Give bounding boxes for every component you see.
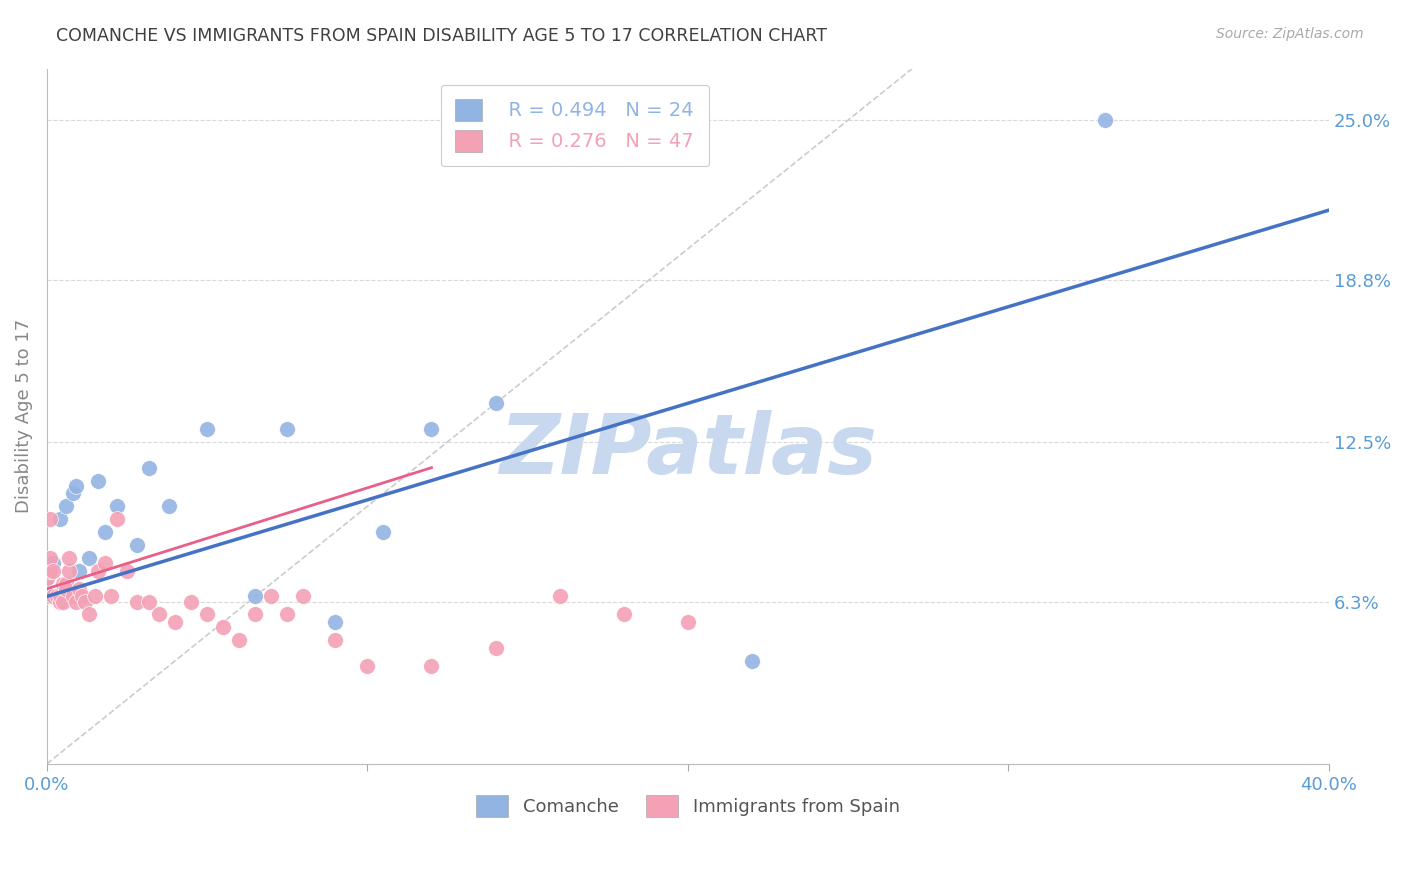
Point xyxy=(42,564,65,578)
Point xyxy=(105,512,128,526)
Point xyxy=(138,594,160,608)
Point xyxy=(115,564,138,578)
Point xyxy=(52,576,75,591)
Point xyxy=(195,422,218,436)
Point xyxy=(58,550,80,565)
Point xyxy=(35,571,58,585)
Point xyxy=(52,594,75,608)
Point xyxy=(105,500,128,514)
Point xyxy=(48,594,70,608)
Text: Source: ZipAtlas.com: Source: ZipAtlas.com xyxy=(1216,27,1364,41)
Point xyxy=(39,512,62,526)
Point xyxy=(420,422,443,436)
Point xyxy=(65,479,87,493)
Point xyxy=(245,590,267,604)
Point xyxy=(325,615,347,630)
Point xyxy=(148,607,170,622)
Point xyxy=(125,594,148,608)
Point xyxy=(165,615,187,630)
Point xyxy=(356,659,378,673)
Point xyxy=(195,607,218,622)
Point xyxy=(42,556,65,570)
Point xyxy=(77,550,100,565)
Point xyxy=(676,615,699,630)
Point xyxy=(157,500,180,514)
Point xyxy=(55,500,77,514)
Point xyxy=(55,582,77,596)
Point xyxy=(276,607,298,622)
Point xyxy=(62,590,84,604)
Text: COMANCHE VS IMMIGRANTS FROM SPAIN DISABILITY AGE 5 TO 17 CORRELATION CHART: COMANCHE VS IMMIGRANTS FROM SPAIN DISABI… xyxy=(56,27,827,45)
Point xyxy=(67,582,90,596)
Point xyxy=(67,564,90,578)
Point xyxy=(100,590,122,604)
Point xyxy=(292,590,315,604)
Text: ZIPatlas: ZIPatlas xyxy=(499,410,877,491)
Point xyxy=(1094,113,1116,128)
Point xyxy=(93,524,115,539)
Point xyxy=(35,590,58,604)
Point xyxy=(39,550,62,565)
Point xyxy=(48,512,70,526)
Y-axis label: Disability Age 5 to 17: Disability Age 5 to 17 xyxy=(15,319,32,513)
Point xyxy=(58,564,80,578)
Point xyxy=(484,640,506,655)
Point xyxy=(87,564,110,578)
Point xyxy=(613,607,636,622)
Point xyxy=(39,564,62,578)
Point xyxy=(548,590,571,604)
Point xyxy=(325,633,347,648)
Point xyxy=(212,620,235,634)
Point xyxy=(276,422,298,436)
Point xyxy=(84,590,107,604)
Point xyxy=(45,590,67,604)
Point xyxy=(260,590,283,604)
Legend: Comanche, Immigrants from Spain: Comanche, Immigrants from Spain xyxy=(468,788,907,824)
Point xyxy=(65,594,87,608)
Point xyxy=(35,571,58,585)
Point xyxy=(93,556,115,570)
Point xyxy=(55,576,77,591)
Point xyxy=(70,590,93,604)
Point xyxy=(373,524,395,539)
Point xyxy=(125,538,148,552)
Point xyxy=(484,396,506,410)
Point xyxy=(62,486,84,500)
Point xyxy=(420,659,443,673)
Point xyxy=(42,590,65,604)
Point xyxy=(741,654,763,668)
Point xyxy=(138,460,160,475)
Point xyxy=(245,607,267,622)
Point xyxy=(77,607,100,622)
Point xyxy=(228,633,250,648)
Point xyxy=(87,474,110,488)
Point xyxy=(48,590,70,604)
Point xyxy=(75,594,97,608)
Point xyxy=(180,594,202,608)
Point xyxy=(39,564,62,578)
